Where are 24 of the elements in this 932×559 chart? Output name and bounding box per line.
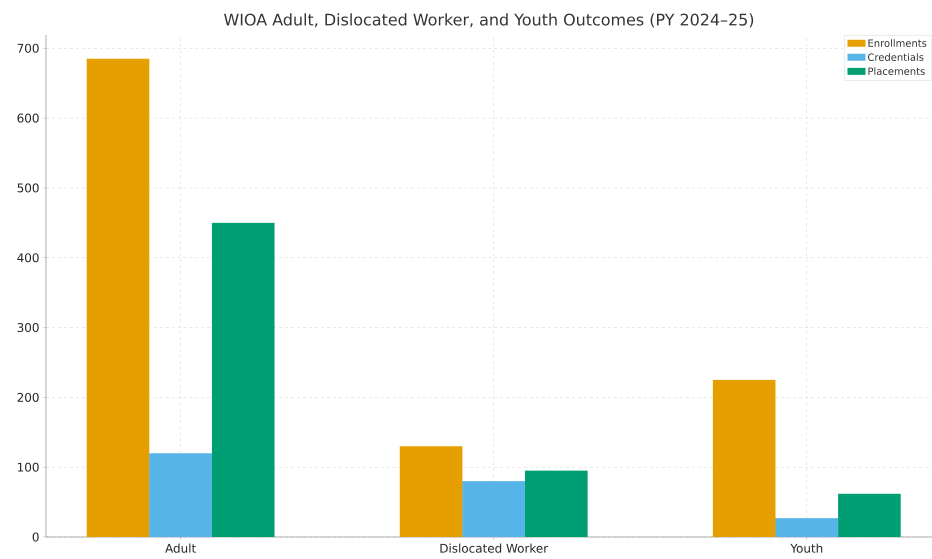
y-tick-label: 700 — [18, 44, 39, 53]
y-tick-label: 200 — [18, 392, 39, 402]
bar — [86, 58, 150, 537]
x-tick-label: Adult — [165, 544, 196, 553]
bar — [400, 446, 462, 537]
x-tick-label: Dislocated Worker — [440, 544, 548, 553]
legend-label: Credentials — [868, 53, 924, 61]
bar — [462, 481, 526, 537]
bar — [149, 453, 212, 537]
legend-label: Enrollments — [868, 39, 926, 47]
bar — [712, 380, 776, 537]
y-tick-label: 500 — [18, 183, 39, 192]
y-tick-label: 300 — [18, 323, 39, 332]
chart-title: WIOA Adult, Dislocated Worker, and Youth Outcomes (PY 2024–25) — [224, 13, 754, 28]
bar — [525, 470, 588, 537]
x-tick-label: Youth — [790, 544, 822, 553]
y-tick-label: 400 — [17, 253, 39, 262]
y-tick-label: 600 — [17, 114, 39, 123]
y-tick-label: 100 — [18, 462, 39, 472]
legend-label: Placements — [868, 67, 925, 75]
bar — [775, 518, 838, 537]
y-tick-label: 0 — [32, 532, 39, 542]
bar — [838, 494, 901, 537]
bar — [212, 222, 275, 537]
